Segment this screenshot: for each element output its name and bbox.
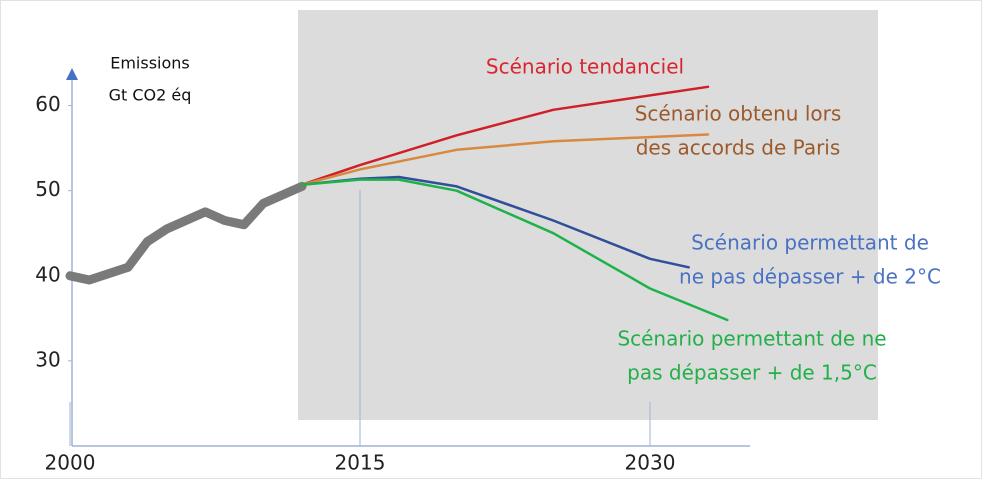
series-line [65, 181, 307, 285]
y-tick-label: 40 [35, 262, 60, 286]
series-label: Scénario tendanciel [486, 55, 684, 79]
y-tick-label: 50 [35, 177, 60, 201]
y-axis-label: Gt CO2 éq [109, 86, 192, 105]
y-axis-label: Emissions [110, 54, 190, 73]
y-tick-label: 30 [35, 347, 60, 371]
series-label: Scénario permettant de ne [617, 327, 886, 351]
x-tick-label: 2030 [625, 451, 676, 475]
projection-area [298, 10, 878, 420]
x-tick-label: 2015 [335, 451, 386, 475]
series-label: pas dépasser + de 1,5°C [627, 361, 877, 385]
series-label: Scénario permettant de [691, 231, 929, 255]
y-tick-label: 60 [35, 92, 60, 116]
series-line [300, 133, 710, 186]
x-tick-label: 2000 [45, 451, 96, 475]
series-line [300, 178, 729, 322]
series-label: des accords de Paris [636, 136, 841, 160]
series-label: ne pas dépasser + de 2°C [679, 265, 941, 289]
series-line [300, 85, 710, 186]
y-axis-arrow [66, 68, 78, 80]
series-label: Scénario obtenu lors [635, 102, 842, 126]
